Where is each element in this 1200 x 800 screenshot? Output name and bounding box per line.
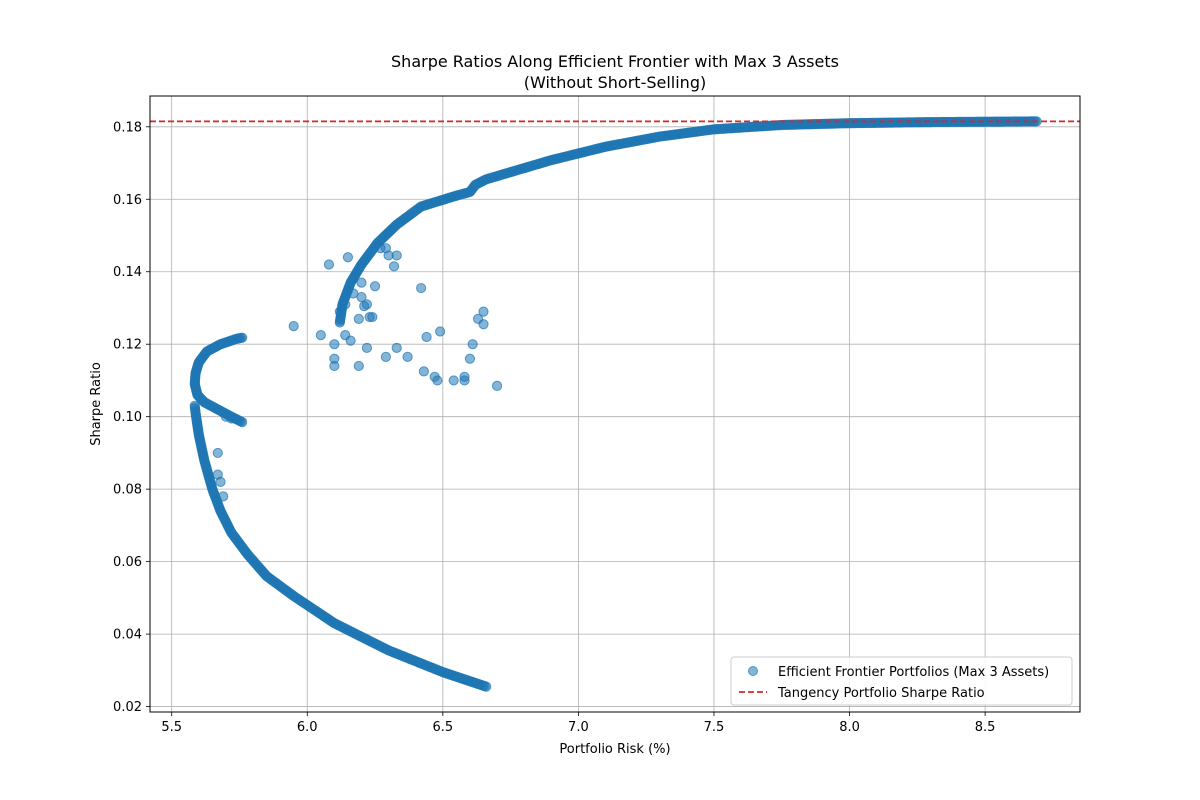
data-layer (189, 116, 1042, 692)
data-point (237, 332, 248, 343)
data-point (361, 342, 373, 353)
data-point (491, 380, 503, 391)
x-tick-label: 8.5 (975, 720, 996, 735)
legend-scatter-marker (748, 666, 758, 676)
data-point (369, 281, 381, 292)
x-tick-label: 6.0 (297, 720, 318, 735)
y-tick-label: 0.06 (113, 555, 142, 570)
data-point (334, 306, 345, 317)
y-tick-label: 0.12 (113, 338, 142, 353)
y-tick-label: 0.18 (113, 120, 142, 135)
x-axis-label: Portfolio Risk (%) (559, 742, 670, 757)
data-point (402, 351, 413, 362)
data-point (288, 320, 299, 332)
data-point (464, 353, 476, 364)
data-point (356, 277, 367, 288)
data-point (388, 261, 400, 272)
data-point (380, 351, 391, 362)
data-point (448, 375, 459, 386)
x-tick-label: 5.5 (161, 720, 182, 735)
data-point (356, 292, 367, 303)
data-point (435, 326, 446, 337)
data-point (353, 313, 364, 324)
data-point (467, 339, 478, 350)
y-tick-label: 0.10 (113, 410, 142, 425)
data-point (226, 413, 237, 424)
y-tick-label: 0.08 (113, 483, 142, 498)
data-point (329, 353, 340, 364)
tick-layer: 5.5 6.0 6.5 7.0 7.5 8.0 8.5 0.02 0.04 0.06 0.08 0.1… (113, 120, 995, 735)
x-tick-label: 7.5 (704, 720, 725, 735)
y-tick-label: 0.02 (113, 700, 142, 715)
x-tick-label: 8.0 (839, 720, 860, 735)
legend-scatter-label: Efficient Frontier Portfolios (Max 3 Ass… (778, 665, 1049, 680)
data-point (323, 259, 335, 270)
legend: Efficient Frontier Portfolios (Max 3 Ass… (730, 656, 1073, 706)
data-point (478, 319, 489, 330)
data-point (416, 282, 427, 294)
data-point (212, 447, 223, 459)
data-point (353, 360, 364, 372)
data-point (432, 375, 443, 386)
data-point (340, 299, 351, 310)
data-point (218, 491, 229, 502)
y-tick-label: 0.16 (113, 193, 142, 208)
data-point (361, 299, 373, 310)
data-point (459, 375, 470, 386)
legend-frame (730, 656, 1073, 706)
data-point (391, 250, 402, 261)
plot-area-frame (149, 95, 1081, 713)
x-tick-label: 7.0 (568, 720, 589, 735)
legend-line-label: Tangency Portfolio Sharpe Ratio (777, 686, 985, 701)
y-axis-label: Sharpe Ratio (89, 362, 104, 446)
data-point (329, 339, 340, 350)
chart-title: Sharpe Ratios Along Efficient Frontier w… (391, 52, 839, 71)
data-point (215, 476, 226, 488)
data-point (421, 331, 432, 343)
chart-subtitle: (Without Short-Selling) (524, 73, 706, 92)
data-point (345, 335, 356, 346)
data-point (315, 330, 326, 341)
y-tick-label: 0.04 (113, 628, 142, 643)
data-point (367, 311, 378, 323)
y-tick-label: 0.14 (113, 265, 142, 280)
data-point (189, 400, 200, 411)
data-point (391, 342, 402, 353)
data-point (418, 366, 429, 377)
data-point (342, 252, 354, 263)
x-tick-label: 6.5 (432, 720, 453, 735)
data-point (478, 306, 489, 317)
